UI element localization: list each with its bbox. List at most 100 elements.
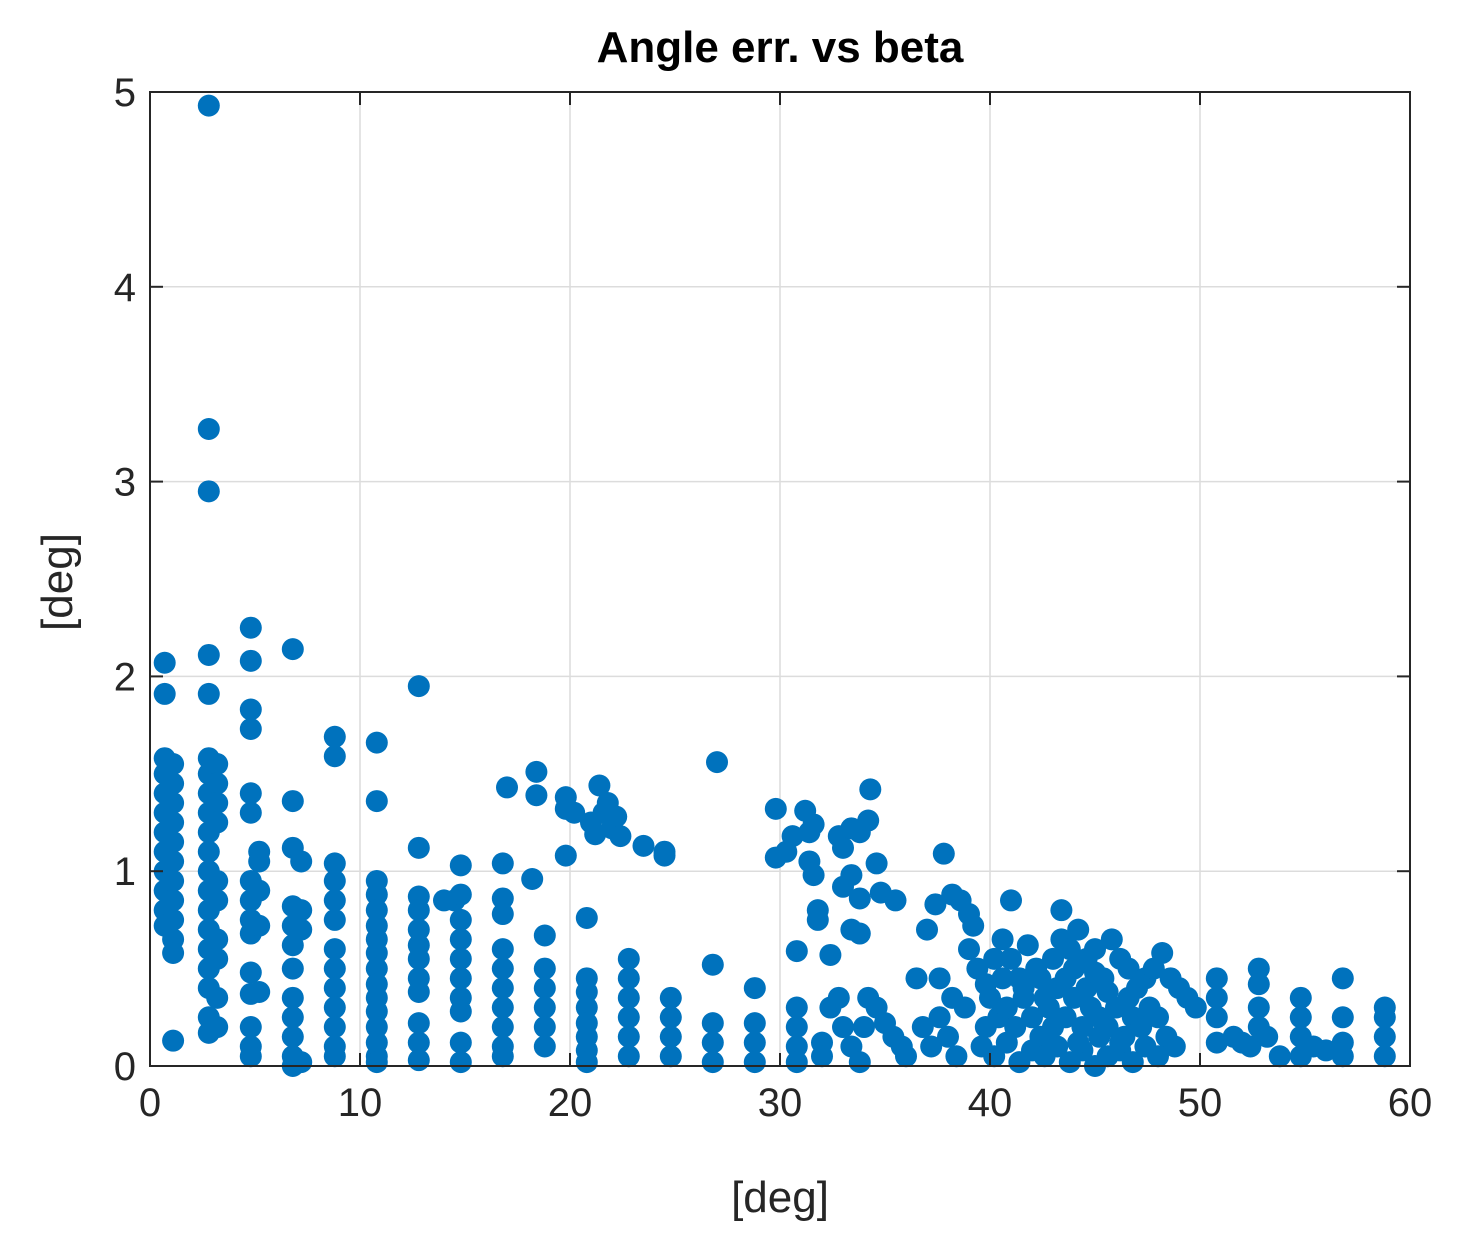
data-point — [979, 986, 1001, 1009]
data-point — [617, 1045, 640, 1068]
data-point — [162, 850, 185, 873]
data-point — [525, 784, 548, 807]
data-point — [365, 1000, 388, 1023]
data-point — [449, 854, 472, 877]
data-point — [365, 790, 388, 813]
data-point — [162, 908, 185, 931]
data-point — [1373, 1006, 1396, 1029]
data-point — [449, 928, 472, 951]
data-point — [884, 889, 907, 912]
data-point — [407, 947, 430, 970]
data-point — [785, 1035, 808, 1058]
data-point — [920, 1035, 943, 1058]
data-point — [407, 899, 430, 922]
data-point — [239, 717, 262, 740]
data-point — [840, 864, 863, 887]
data-point — [248, 850, 271, 873]
data-point — [323, 1045, 346, 1068]
data-point — [365, 899, 388, 922]
data-point — [924, 893, 947, 916]
data-point — [365, 957, 388, 980]
data-point — [239, 801, 262, 824]
data-point — [701, 953, 724, 976]
data-point — [932, 842, 955, 865]
data-point — [785, 1051, 808, 1074]
data-point — [1289, 986, 1312, 1009]
data-point — [197, 480, 220, 503]
data-point — [584, 823, 607, 846]
data-point — [449, 1051, 472, 1074]
data-point — [958, 938, 980, 961]
data-point — [1205, 967, 1228, 990]
data-point — [1067, 918, 1090, 941]
data-point — [162, 869, 185, 892]
data-point — [1042, 1016, 1064, 1039]
data-point — [248, 980, 271, 1003]
data-point — [1121, 1051, 1144, 1074]
data-point — [206, 792, 229, 815]
data-point — [521, 867, 544, 890]
data-point — [197, 840, 220, 863]
data-point — [632, 834, 655, 857]
data-point — [974, 1016, 997, 1039]
data-point — [162, 792, 185, 815]
data-point — [323, 869, 346, 892]
data-point — [832, 836, 854, 859]
data-point — [491, 996, 514, 1019]
data-point — [206, 869, 229, 892]
data-point — [1239, 1035, 1262, 1058]
data-point — [365, 1016, 388, 1039]
data-point — [1205, 986, 1228, 1009]
data-point — [533, 957, 556, 980]
data-point — [937, 1025, 959, 1048]
data-point — [323, 957, 346, 980]
data-point — [1109, 1031, 1132, 1054]
data-point — [407, 836, 430, 859]
y-tick-label: 1 — [114, 850, 136, 894]
data-point — [281, 1025, 304, 1048]
data-point — [206, 753, 229, 776]
data-point — [197, 643, 220, 666]
data-point — [802, 813, 825, 836]
data-point — [1151, 942, 1174, 965]
data-point — [407, 675, 430, 698]
data-point — [1147, 1045, 1169, 1068]
data-point — [197, 94, 220, 117]
data-point — [785, 940, 808, 963]
data-point — [1331, 1006, 1354, 1029]
data-point — [588, 774, 611, 797]
data-point — [857, 809, 880, 832]
data-point — [533, 1016, 556, 1039]
data-point — [1117, 986, 1140, 1009]
data-point — [1050, 899, 1073, 922]
data-point — [290, 899, 313, 922]
data-point — [617, 1025, 640, 1048]
data-point — [206, 928, 229, 951]
data-point — [407, 980, 430, 1003]
data-point — [491, 1045, 514, 1068]
data-point — [491, 887, 514, 910]
data-point — [991, 928, 1014, 951]
y-tick-label: 4 — [114, 266, 136, 310]
data-point — [617, 967, 640, 990]
chart-title: Angle err. vs beta — [597, 23, 964, 72]
data-point — [1100, 928, 1123, 951]
data-point — [1247, 957, 1270, 980]
data-point — [911, 1016, 934, 1039]
y-tick-label: 3 — [114, 461, 136, 505]
y-tick-label: 2 — [114, 655, 136, 699]
data-point — [575, 980, 598, 1003]
data-point — [449, 1000, 472, 1023]
data-point — [206, 1016, 229, 1039]
data-point — [706, 751, 728, 774]
data-point — [248, 879, 271, 902]
data-point — [1130, 1016, 1153, 1039]
data-point — [239, 961, 262, 984]
data-point — [848, 922, 871, 945]
data-point — [290, 918, 313, 941]
data-point — [832, 1016, 854, 1039]
data-point — [928, 1006, 951, 1029]
data-point — [533, 977, 556, 1000]
x-axis-tick-labels: 0 10 20 30 40 50 60 — [139, 1081, 1432, 1125]
data-point — [281, 790, 304, 813]
